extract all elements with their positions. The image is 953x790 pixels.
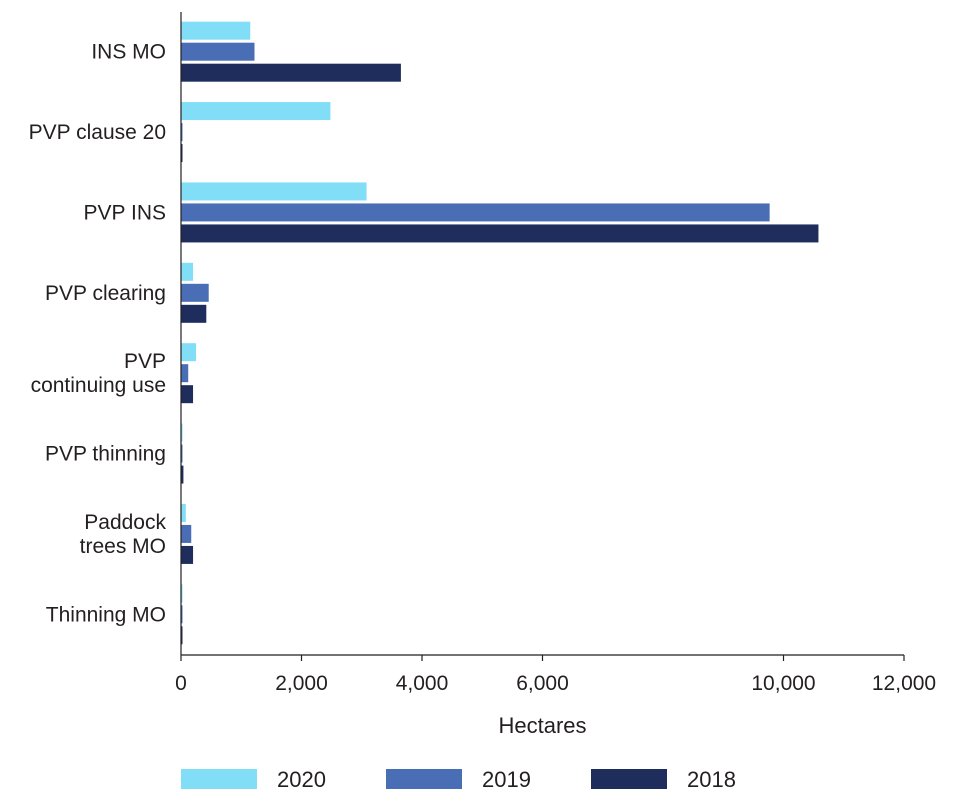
category-label: trees MO: [80, 535, 166, 558]
category-labels: INS MO PVP clause 20 PVP INS PVP clearing PV…: [29, 41, 167, 627]
legend-swatch-2019: [386, 769, 462, 789]
legend-label-2019: 2019: [482, 767, 531, 790]
bar-2019-5: [181, 444, 183, 463]
bar-2020-3: [181, 262, 194, 281]
x-tick-label: 0: [175, 672, 187, 695]
category-label: Thinning MO: [46, 603, 166, 626]
bars-group: [181, 21, 819, 645]
x-tick-label: 2,000: [275, 672, 328, 695]
category-label: PVP INS: [84, 201, 166, 224]
bar-2018-5: [181, 465, 184, 484]
x-tick-label: 12,000: [872, 672, 936, 695]
category-label: INS MO: [91, 41, 166, 64]
bar-2019-3: [181, 283, 209, 302]
bar-2019-2: [181, 203, 770, 222]
bar-2018-6: [181, 545, 194, 564]
bar-2018-4: [181, 385, 194, 404]
category-label: PVP thinning: [45, 443, 166, 466]
x-tick-label: 10,000: [751, 672, 815, 695]
bar-2020-2: [181, 182, 367, 201]
legend-label-2018: 2018: [687, 767, 736, 790]
bar-2020-4: [181, 343, 197, 362]
bar-2019-0: [181, 42, 255, 61]
category-label: continuing use: [31, 374, 166, 397]
category-label: PVP clearing: [45, 282, 166, 305]
x-axis-title: Hectares: [498, 713, 586, 738]
bar-2020-0: [181, 21, 251, 40]
x-tick-label: 6,000: [516, 672, 569, 695]
category-label: Paddock: [84, 511, 166, 534]
bar-2018-0: [181, 63, 401, 82]
bar-2018-2: [181, 224, 819, 243]
legend-label-2020: 2020: [277, 767, 326, 790]
bar-2018-3: [181, 304, 207, 323]
legend-swatch-2020: [181, 769, 257, 789]
legend-swatch-2018: [591, 769, 667, 789]
bar-2019-6: [181, 524, 192, 543]
category-label: PVP clause 20: [29, 121, 166, 144]
x-tick-label: 4,000: [396, 672, 449, 695]
bar-2020-1: [181, 102, 331, 121]
bar-2018-1: [181, 144, 183, 163]
bar-2019-1: [181, 123, 183, 142]
bar-2020-7: [181, 584, 183, 603]
bar-2018-7: [181, 626, 183, 645]
bar-2019-4: [181, 364, 189, 383]
legend: 2020 2019 2018: [181, 767, 736, 790]
bar-2020-6: [181, 503, 186, 522]
bar-2020-5: [181, 423, 183, 442]
x-ticks: 0 2,000 4,000 6,000 10,000 12,000: [175, 655, 936, 695]
bar-2019-7: [181, 605, 183, 624]
category-label: PVP: [124, 350, 166, 373]
